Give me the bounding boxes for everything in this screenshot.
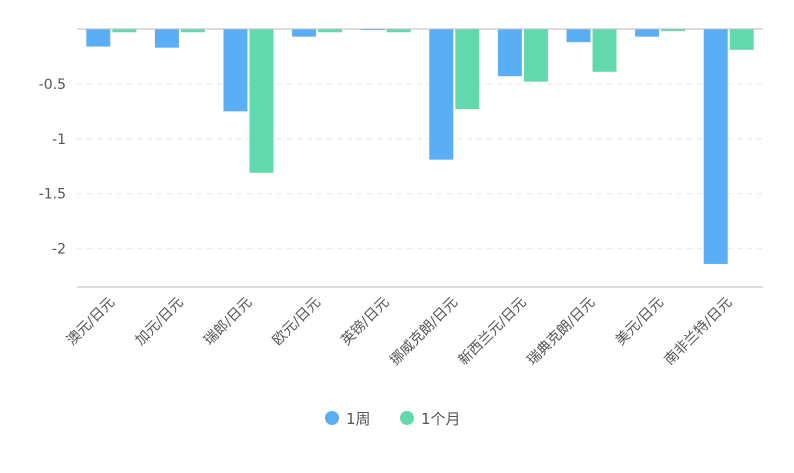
bar-1w — [154, 29, 179, 48]
x-tick-label: 英镑/日元 — [338, 294, 393, 349]
bar-1m — [592, 29, 617, 72]
y-tick-label: -0.5 — [39, 77, 66, 93]
bar-1m — [112, 29, 137, 33]
bar-1m — [661, 29, 686, 32]
bar-1m — [180, 29, 205, 33]
x-tick-label: 瑞典克朗/日元 — [524, 295, 598, 369]
bar-1m — [455, 29, 480, 110]
y-tick-label: -1 — [52, 132, 66, 148]
x-tick-label: 欧元/日元 — [270, 295, 324, 349]
bar-1w — [360, 29, 385, 31]
bar-1m — [318, 29, 343, 33]
bar-1m — [386, 29, 411, 33]
x-tick-label: 挪威克朗/日元 — [387, 295, 461, 369]
legend-marker-1 — [400, 411, 414, 425]
x-tick-label: 加元/日元 — [132, 295, 186, 349]
bar-1w — [429, 29, 454, 160]
y-tick-label: -1.5 — [39, 187, 66, 203]
legend-label: 1周 — [346, 410, 371, 428]
legend-label: 1个月 — [421, 410, 461, 428]
x-tick-label: 美元/日元 — [613, 295, 667, 349]
bar-1m — [249, 29, 274, 173]
bar-1w — [497, 29, 522, 77]
y-tick-label: -2 — [52, 242, 66, 258]
x-tick-label: 澳元/日元 — [64, 295, 118, 349]
legend-marker-0 — [325, 411, 339, 425]
x-tick-label: 新西兰元/日元 — [456, 295, 530, 369]
bar-1m — [729, 29, 754, 50]
bar-1w — [703, 29, 728, 264]
bar-1w — [292, 29, 317, 37]
x-tick-label: 瑞郎/日元 — [201, 295, 255, 349]
bar-1w — [635, 29, 660, 37]
bar-1w — [223, 29, 248, 112]
x-tick-label: 南非兰特/日元 — [661, 295, 735, 369]
bar-1w — [86, 29, 111, 47]
bar-1w — [566, 29, 591, 43]
bar-1m — [523, 29, 548, 82]
